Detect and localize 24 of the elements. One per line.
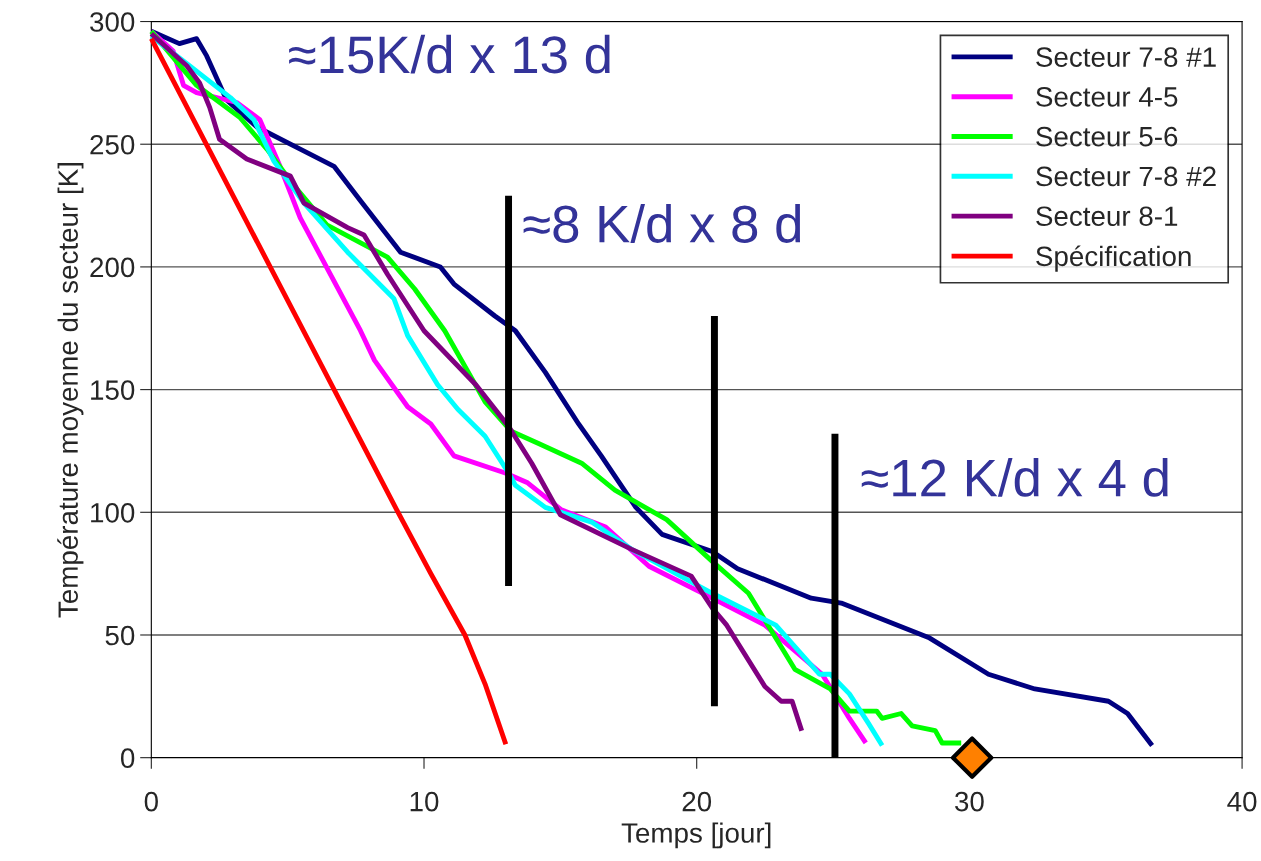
y-tick-label: 50: [105, 625, 135, 646]
y-tick-label: 300: [90, 12, 135, 32]
annotation: ≈8 K/d x 8 d: [523, 204, 801, 243]
line-series: [148, 36, 509, 747]
y-tick-label: 100: [91, 502, 135, 523]
legend-label: Spécification: [1036, 245, 1191, 272]
annotation: ≈12 K/d x 4 d: [861, 458, 1168, 497]
x-tick-label: 20: [682, 791, 712, 812]
y-tick-label: 200: [90, 257, 135, 278]
legend-label: Secteur 8-1: [1036, 206, 1178, 227]
legend-label: Secteur 5-6: [1036, 126, 1178, 147]
x-tick-label: 0: [144, 791, 158, 812]
x-tick-label: 30: [955, 791, 984, 812]
y-axis-title: Température moyenne du secteur [K]: [57, 163, 84, 618]
x-tick-label: 40: [1227, 791, 1257, 812]
x-axis-title: Temps [jour]: [621, 822, 771, 849]
annotation: ≈15K/d x 13 d: [289, 34, 610, 74]
x-tick-label: 10: [410, 791, 439, 812]
legend-label: Secteur 4-5: [1036, 87, 1178, 107]
y-tick-label: 150: [91, 380, 135, 400]
y-tick-label: 250: [90, 134, 135, 155]
legend-label: Secteur 7-8 #2: [1036, 166, 1216, 187]
legend-label: Secteur 7-8 #1: [1036, 47, 1216, 67]
y-tick-label: 0: [120, 748, 135, 769]
